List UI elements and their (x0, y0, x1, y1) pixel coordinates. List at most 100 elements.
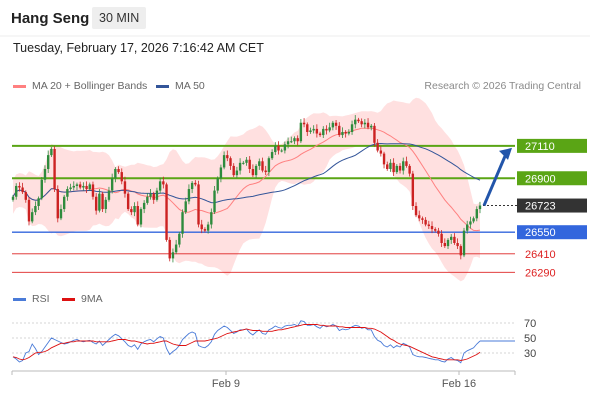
instrument-title: Hang Seng (11, 10, 90, 27)
candle-body (331, 122, 335, 128)
candle-body (434, 229, 437, 231)
candle-body (325, 128, 328, 131)
candle-body (347, 132, 351, 134)
candle (203, 227, 207, 233)
candle-body (274, 145, 277, 153)
candle-body (142, 202, 146, 210)
candle (251, 164, 255, 178)
forecast-arrow-head (499, 147, 512, 160)
candle-body (62, 196, 66, 210)
candle-body (104, 199, 107, 210)
candle-body (430, 226, 434, 230)
candle-body (210, 212, 213, 225)
candle-body (222, 155, 226, 168)
candle-body (283, 144, 287, 151)
candle (328, 122, 331, 133)
level-badge-support (517, 225, 587, 240)
candle-body (344, 132, 347, 134)
candle-body (53, 148, 56, 190)
candle-body (146, 196, 149, 203)
candle-body (69, 187, 72, 190)
candle (264, 165, 267, 176)
candle (296, 135, 299, 146)
candle-body (18, 185, 21, 188)
candle-body (411, 173, 415, 206)
ma50-line (12, 142, 481, 204)
candle-body (149, 193, 152, 197)
candle (139, 207, 143, 228)
candle (376, 139, 379, 153)
candle-body (440, 233, 443, 243)
candle-body (373, 125, 376, 143)
chart-header: Hang Seng 30 MIN (0, 0, 590, 36)
candle-body (258, 161, 261, 166)
candle (254, 164, 258, 179)
candle (11, 194, 15, 202)
level-label-resistance: 27110 (525, 141, 555, 153)
candle-body (168, 239, 171, 259)
candle-body (392, 162, 395, 173)
candle-body (152, 193, 155, 200)
candle (190, 181, 194, 194)
candle-body (158, 181, 162, 191)
candle-body (229, 158, 232, 166)
candle (286, 137, 290, 149)
candle-body (453, 236, 456, 243)
candle-body (40, 179, 43, 199)
candle (126, 191, 130, 211)
candle (360, 118, 363, 128)
candle (312, 125, 315, 134)
candle (472, 216, 475, 224)
candle (114, 167, 117, 183)
candle (309, 127, 312, 134)
candle (98, 189, 101, 213)
candle (34, 201, 37, 216)
candle-body (450, 236, 453, 240)
candle-body (318, 133, 322, 136)
candle (408, 164, 411, 177)
candle (389, 159, 392, 172)
candle (27, 197, 31, 226)
candle-body (101, 193, 104, 210)
timeframe-button[interactable]: 30 MIN (92, 7, 147, 29)
candle (325, 125, 328, 135)
candle-body (85, 185, 88, 190)
candle (162, 176, 165, 189)
candle-body (235, 170, 239, 176)
candle (350, 120, 354, 135)
candle (456, 238, 459, 250)
candle-body (315, 128, 319, 134)
candle-body (389, 162, 392, 169)
candle (40, 177, 43, 201)
candle (110, 173, 114, 194)
candle (14, 183, 18, 200)
candle-body (437, 230, 440, 234)
candle-body (414, 206, 418, 216)
candle-body (107, 190, 111, 200)
timestamp: Tuesday, February 17, 2026 7:16:42 AM CE… (13, 41, 264, 55)
candle (450, 234, 453, 244)
candle (37, 196, 40, 211)
candle-body (14, 185, 18, 197)
rsi-level-label: 50 (524, 333, 536, 345)
candle (66, 186, 69, 201)
candle (430, 221, 434, 234)
candle-body (200, 224, 203, 230)
candle-body (123, 181, 127, 194)
candle-body (155, 190, 159, 200)
candle (334, 119, 338, 130)
candle-body (379, 150, 383, 154)
candle (222, 151, 226, 170)
candle (402, 157, 405, 175)
candle (69, 183, 72, 191)
candle-body (293, 138, 296, 142)
candle-body (34, 206, 37, 213)
candle-body (446, 239, 450, 247)
candle (434, 227, 437, 233)
candle-body (117, 169, 120, 173)
candle-body (37, 198, 40, 206)
candle-body (110, 178, 114, 191)
candle-body (238, 162, 242, 171)
candle (200, 219, 203, 234)
